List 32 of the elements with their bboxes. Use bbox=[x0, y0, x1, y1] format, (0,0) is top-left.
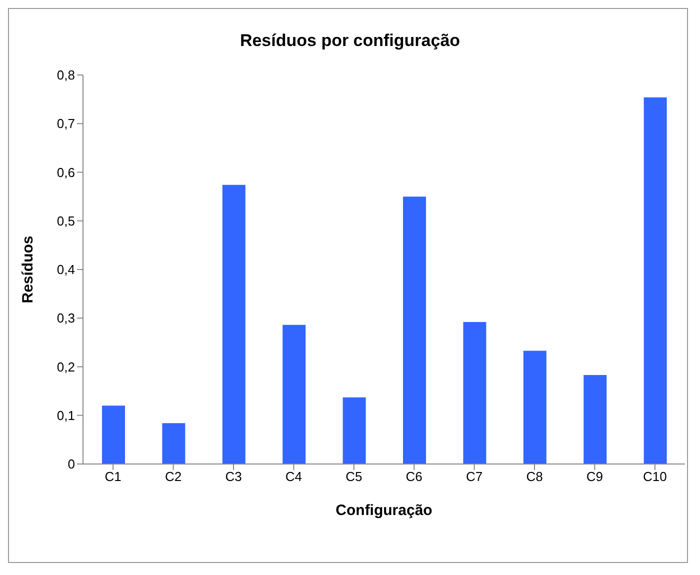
y-tick-label: 0 bbox=[68, 456, 75, 472]
x-tick-label: C3 bbox=[225, 469, 242, 484]
bar bbox=[282, 324, 306, 464]
x-tick-label: C7 bbox=[466, 469, 483, 484]
y-tick-label: 0,5 bbox=[56, 213, 75, 228]
x-tick-label: C2 bbox=[164, 469, 182, 484]
bar bbox=[342, 397, 366, 464]
y-tick-label: 0,4 bbox=[56, 262, 75, 278]
x-axis-title: Configuração bbox=[336, 502, 432, 519]
x-tick-label: C8 bbox=[526, 469, 543, 484]
x-tick-label: C4 bbox=[285, 469, 302, 484]
y-tick-label: 0,8 bbox=[56, 68, 75, 83]
x-tick-label: C10 bbox=[642, 469, 667, 484]
bar bbox=[644, 97, 667, 464]
y-tick-label: 0,2 bbox=[56, 359, 75, 374]
x-tick-label: C1 bbox=[104, 469, 122, 484]
y-axis-title: Resíduos bbox=[19, 236, 36, 304]
x-tick-label: C9 bbox=[586, 469, 604, 484]
x-tick-label: C6 bbox=[406, 469, 422, 484]
bar bbox=[584, 375, 607, 464]
x-tick-label: C5 bbox=[346, 469, 362, 484]
y-tick-label: 0,6 bbox=[56, 164, 75, 180]
y-tick-label: 0,3 bbox=[56, 310, 75, 326]
chart-title: Resíduos por configuração bbox=[238, 31, 462, 51]
bar bbox=[523, 350, 546, 464]
y-tick-label: 0,7 bbox=[56, 116, 75, 132]
y-tick-label: 0,1 bbox=[56, 408, 75, 423]
bar bbox=[102, 406, 125, 464]
bar bbox=[222, 184, 246, 464]
bar bbox=[162, 423, 186, 464]
bar bbox=[463, 322, 486, 464]
bar bbox=[403, 196, 426, 464]
